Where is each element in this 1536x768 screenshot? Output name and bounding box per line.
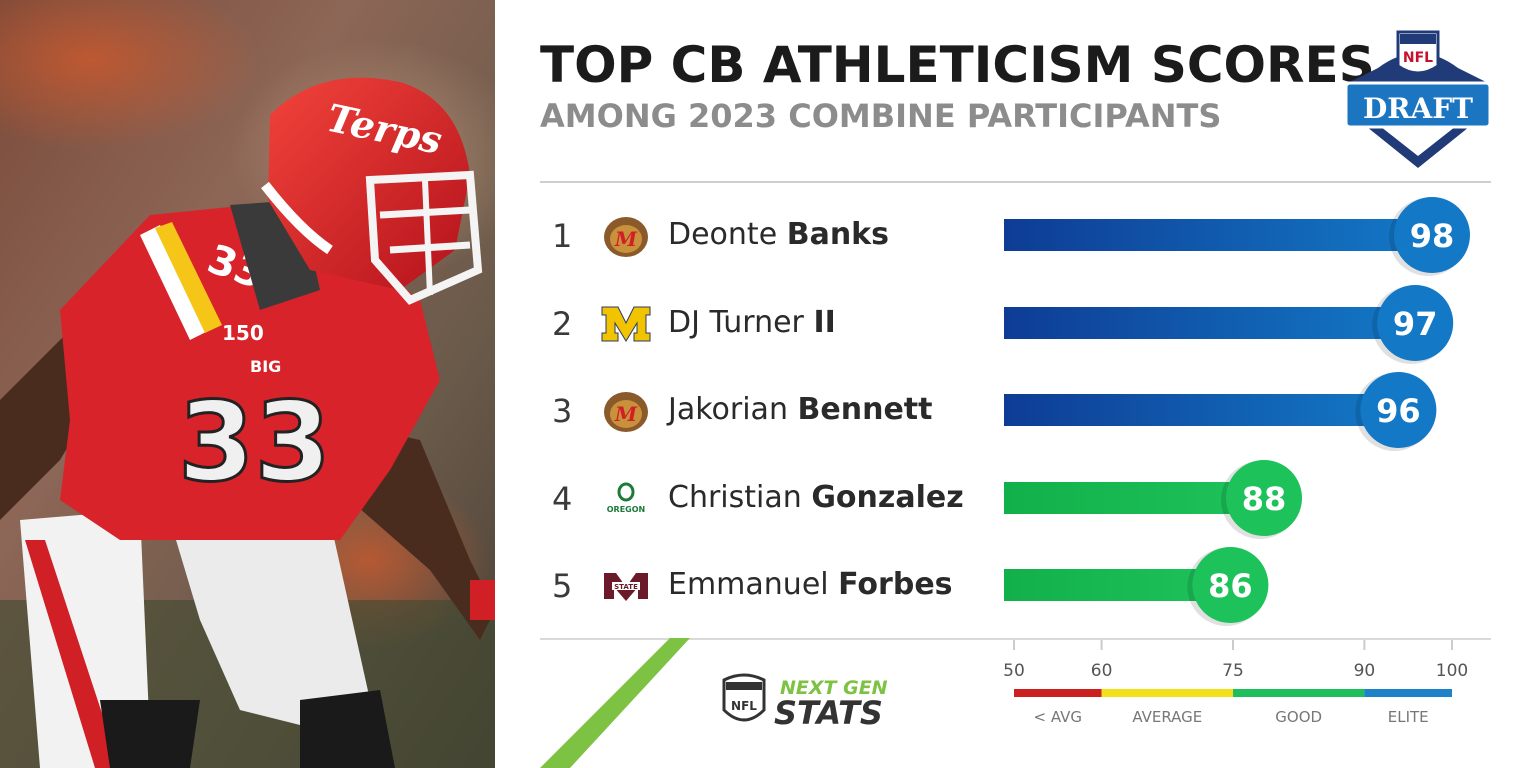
draft-banner-text: DRAFT <box>1363 92 1473 125</box>
scale-band-label: < AVG <box>1034 708 1083 726</box>
rank-number: 1 <box>552 217 573 255</box>
player-last-name: Forbes <box>838 567 953 602</box>
jersey-number: 33 <box>178 378 331 506</box>
scale-tick-label: 100 <box>1436 661 1468 681</box>
patch-text: 150 <box>222 321 264 345</box>
maryland-terrapin-icon: M <box>604 392 648 432</box>
player-name: Emmanuel Forbes <box>668 567 953 602</box>
scale-band <box>1014 689 1102 697</box>
player-name: DJ Turner II <box>668 305 836 340</box>
player-row-4: 4 OREGON Christian Gonzalez <box>540 468 1500 528</box>
michigan-block-m-icon <box>601 306 651 342</box>
player-row-1: 1 M Deonte Banks <box>540 205 1500 265</box>
svg-text:OREGON: OREGON <box>607 505 646 514</box>
scale-tick-label: 50 <box>1003 661 1025 681</box>
scale-band <box>1101 689 1233 697</box>
mississippi-state-icon: STATE <box>604 573 648 601</box>
chart-title: TOP CB ATHLETICISM SCORES <box>540 36 1375 94</box>
scale-tick-label: 90 <box>1354 661 1376 681</box>
player-row-5: 5 STATE Emmanuel Forbes <box>540 555 1500 615</box>
header-divider <box>540 181 1491 183</box>
ngs-line1: NEXT GEN <box>780 677 888 699</box>
player-last-name: Banks <box>786 217 889 252</box>
rank-number: 4 <box>552 480 573 518</box>
scale-tick-label: 75 <box>1222 661 1244 681</box>
player-last-name: II <box>813 305 836 340</box>
player-first-name: Deonte <box>668 217 778 252</box>
oregon-icon: OREGON <box>607 482 646 514</box>
player-name: Christian Gonzalez <box>668 480 964 515</box>
player-first-name: Emmanuel <box>668 567 829 602</box>
player-first-name: DJ Turner <box>668 305 804 340</box>
rank-number: 3 <box>552 392 573 430</box>
player-row-2: 2 DJ Turner II <box>540 293 1500 353</box>
player-last-name: Bennett <box>797 392 933 427</box>
svg-text:STATE: STATE <box>614 583 638 591</box>
scale-band <box>1364 689 1452 697</box>
footer-divider <box>540 638 1491 640</box>
svg-text:M: M <box>614 227 638 251</box>
ngs-shield-text: NFL <box>731 699 757 713</box>
svg-text:M: M <box>614 402 638 426</box>
player-row-3: 3 M Jakorian Bennett <box>540 380 1500 440</box>
ngs-line2: STATS <box>774 694 883 732</box>
score-scale-legend: 50 60 75 90 100 < AVG AVERAGE GOOD ELITE <box>1003 640 1468 726</box>
rank-number: 2 <box>552 305 573 343</box>
nfl-draft-logo: DRAFT NFL <box>1344 30 1492 168</box>
scale-band-label: GOOD <box>1275 708 1322 726</box>
player-first-name: Christian <box>668 480 802 515</box>
scale-band <box>1233 689 1365 697</box>
maryland-terrapin-icon: M <box>604 217 648 257</box>
scale-tick-label: 60 <box>1091 661 1113 681</box>
green-slash-decoration <box>540 638 690 768</box>
player-last-name: Gonzalez <box>811 480 964 515</box>
player-name: Jakorian Bennett <box>668 392 932 427</box>
rank-number: 5 <box>552 567 573 605</box>
player-first-name: Jakorian <box>668 392 788 427</box>
next-gen-stats-logo: NFL NEXT GEN STATS <box>722 673 888 732</box>
player-photo: 33 33 150 BIG Terps <box>0 0 495 768</box>
scale-band-label: ELITE <box>1388 708 1429 726</box>
conference-text: BIG <box>250 357 281 376</box>
chart-subtitle: AMONG 2023 COMBINE PARTICIPANTS <box>540 97 1222 135</box>
nfl-shield-text: NFL <box>1403 50 1433 66</box>
player-name: Deonte Banks <box>668 217 889 252</box>
scale-band-label: AVERAGE <box>1132 708 1202 726</box>
